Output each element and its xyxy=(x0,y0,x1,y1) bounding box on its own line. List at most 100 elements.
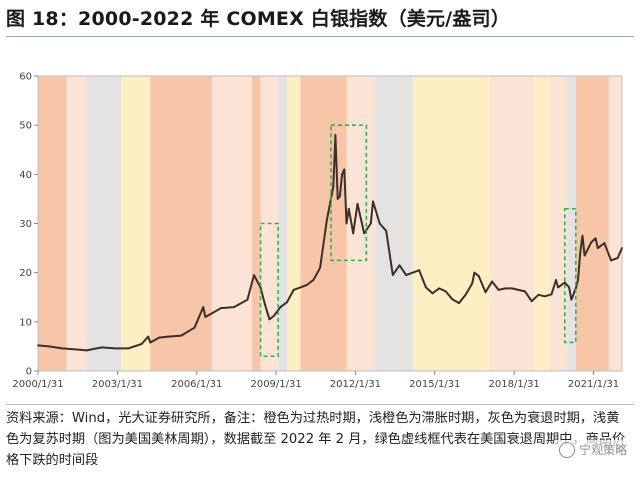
y-tick-label: 40 xyxy=(19,170,32,181)
data-point xyxy=(332,185,335,188)
phase-band-recovery xyxy=(533,76,550,371)
data-point xyxy=(471,282,474,285)
data-point xyxy=(279,306,282,308)
data-point xyxy=(37,344,39,347)
wechat-icon xyxy=(558,441,575,458)
phase-band-recession xyxy=(278,76,287,371)
watermark: 宁观策略 xyxy=(555,440,630,459)
data-point xyxy=(233,306,235,308)
data-point xyxy=(336,198,339,200)
data-point xyxy=(193,326,196,329)
data-point xyxy=(524,290,526,293)
data-point xyxy=(391,274,394,277)
phase-band-recession xyxy=(375,76,413,371)
data-point xyxy=(319,266,321,269)
data-point xyxy=(385,229,388,232)
data-point xyxy=(334,134,337,136)
data-point xyxy=(338,195,341,198)
data-point xyxy=(504,287,507,290)
data-point xyxy=(345,222,348,225)
data-point xyxy=(158,336,161,339)
data-point xyxy=(253,274,255,277)
data-point xyxy=(484,291,487,294)
phase-band-overheat xyxy=(38,76,67,371)
data-point xyxy=(405,274,408,277)
x-tick-label: 2009/1/31 xyxy=(250,379,301,390)
data-point xyxy=(610,259,612,262)
data-point xyxy=(299,286,302,289)
data-point xyxy=(114,347,117,350)
data-point xyxy=(140,343,143,345)
phase-band-stagflation xyxy=(212,76,252,371)
data-point xyxy=(341,173,343,176)
phase-band-recession xyxy=(86,76,122,371)
decline-box-0 xyxy=(259,222,279,358)
x-tick-label: 2021/1/31 xyxy=(568,379,619,390)
data-point xyxy=(464,293,467,296)
data-point xyxy=(451,298,454,301)
data-point xyxy=(473,271,476,274)
data-point xyxy=(596,247,599,249)
x-tick-label: 2000/1/31 xyxy=(12,379,63,390)
data-point xyxy=(411,271,414,274)
data-point xyxy=(325,220,328,222)
phase-band-overheat xyxy=(150,76,213,371)
phase-band-stagflation xyxy=(549,76,568,371)
data-point xyxy=(555,279,557,281)
data-point xyxy=(363,232,366,235)
data-point xyxy=(127,347,130,350)
data-point xyxy=(590,241,593,244)
data-point xyxy=(579,252,582,254)
data-point xyxy=(530,300,533,303)
data-point xyxy=(208,313,211,316)
data-point xyxy=(305,284,308,286)
data-point xyxy=(100,346,103,349)
data-point xyxy=(372,200,374,203)
series-line-0 xyxy=(37,134,623,352)
data-point xyxy=(444,290,447,293)
data-point xyxy=(369,222,372,225)
data-point xyxy=(352,232,355,235)
data-point xyxy=(491,280,493,283)
x-tick-label: 2003/1/31 xyxy=(92,379,143,390)
phase-band-recovery xyxy=(121,76,151,371)
decline-box-1 xyxy=(330,124,368,262)
data-point xyxy=(48,345,50,348)
data-point xyxy=(202,306,205,308)
data-point xyxy=(180,334,183,337)
phase-band-stagflation xyxy=(489,76,534,371)
y-tick-label: 0 xyxy=(26,367,32,378)
data-point xyxy=(312,279,315,281)
data-point xyxy=(149,341,152,344)
data-point xyxy=(581,234,584,237)
phase-band-stagflation xyxy=(66,76,87,371)
data-point xyxy=(292,288,295,291)
decline-box-2 xyxy=(563,207,577,344)
data-point xyxy=(577,279,579,281)
phase-band-recovery xyxy=(286,76,301,371)
data-point xyxy=(268,318,271,321)
data-point xyxy=(424,286,427,289)
y-tick-label: 50 xyxy=(19,121,32,132)
data-point xyxy=(621,247,623,249)
y-tick-label: 30 xyxy=(19,219,32,230)
data-point xyxy=(347,207,350,210)
data-point xyxy=(616,257,619,259)
data-point xyxy=(74,348,77,351)
phase-band-overheat xyxy=(251,76,261,371)
y-tick-label: 10 xyxy=(19,317,32,328)
silver-index-chart: 0 10 20 30 40 50 60 2000/1/31 2003/1/31 2006/1/31… xyxy=(12,72,623,390)
data-point xyxy=(147,335,150,338)
data-point xyxy=(603,242,606,245)
data-point xyxy=(343,168,346,171)
data-point xyxy=(557,286,560,289)
data-point xyxy=(220,307,222,309)
title-divider xyxy=(6,36,634,37)
data-point xyxy=(264,303,266,306)
data-point xyxy=(568,286,571,289)
data-point xyxy=(497,288,500,291)
phase-band-overheat xyxy=(575,76,609,371)
data-point xyxy=(61,347,64,350)
data-point xyxy=(511,287,513,290)
data-point xyxy=(458,302,460,305)
